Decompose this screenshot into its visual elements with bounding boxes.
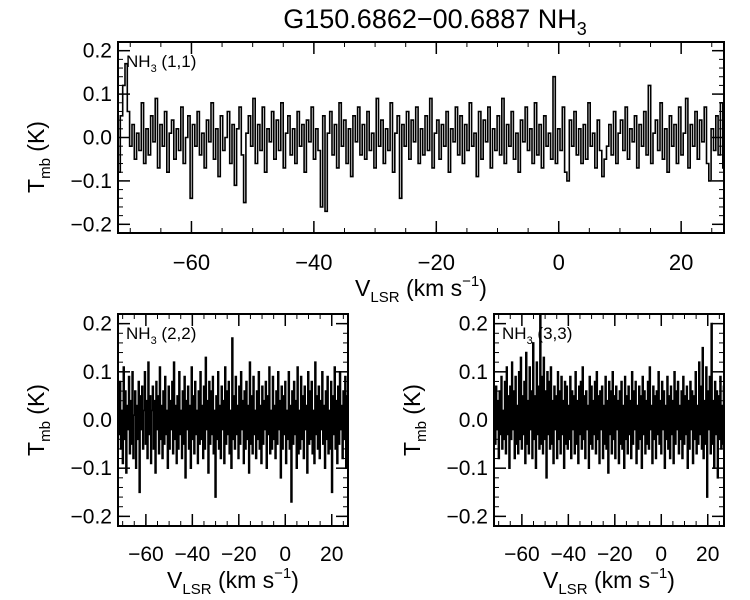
panel-nh3-1-1: −0.2 −0.1 0.0 0.1 0.2 −60 −40 −20 0 20 NH3 (1,1) VL… — [23, 40, 725, 306]
spectrum-line — [118, 337, 348, 503]
panel-nh3-2-2: −0.2 −0.1 0.0 0.1 0.2 −60 −40 −20 0 20 NH3 (2,2) VL… — [23, 313, 349, 598]
x-tick-label: −40 — [551, 543, 587, 566]
y-axis-label: Tmb (K) — [23, 384, 54, 456]
y-tick-label: 0.0 — [459, 409, 488, 432]
y-tick-label: 0.1 — [83, 361, 112, 384]
x-tick-label: 20 — [320, 543, 343, 566]
x-tick-label: 20 — [696, 543, 719, 566]
figure-title: G150.6862−00.6887 NH3 — [283, 4, 587, 39]
transition-label: NH3 (3,3) — [502, 324, 572, 347]
y-tick-label: −0.1 — [447, 457, 488, 480]
y-tick-label: 0.2 — [83, 313, 112, 336]
x-tick-label: 0 — [553, 250, 565, 275]
y-tick-label: 0.0 — [83, 409, 112, 432]
panel-nh3-3-3: −0.2 −0.1 0.0 0.1 0.2 −60 −40 −20 0 20 NH3 (3,3) VL… — [399, 313, 725, 598]
y-tick-label: −0.2 — [447, 505, 488, 528]
spectrum-line — [118, 62, 724, 213]
spectrum-line — [494, 314, 724, 498]
x-tick-label: −60 — [173, 250, 210, 275]
transition-label: NH3 (1,1) — [126, 52, 196, 75]
x-tick-label: −40 — [175, 543, 211, 566]
x-tick-label: −60 — [128, 543, 164, 566]
x-axis-label: VLSR (km s−1) — [543, 565, 675, 598]
x-tick-label: 0 — [279, 543, 291, 566]
y-tick-label: 0.1 — [459, 361, 488, 384]
y-tick-label: −0.1 — [71, 170, 112, 193]
y-axis-label: Tmb (K) — [23, 121, 54, 193]
y-tick-label: −0.1 — [71, 457, 112, 480]
x-tick-label: −40 — [295, 250, 332, 275]
y-tick-label: −0.2 — [71, 213, 112, 236]
y-tick-label: 0.1 — [83, 83, 112, 106]
x-tick-label: 0 — [655, 543, 667, 566]
y-tick-label: 0.0 — [83, 127, 112, 150]
y-axis-label: Tmb (K) — [399, 384, 430, 456]
x-tick-label: −60 — [504, 543, 540, 566]
x-tick-label: −20 — [221, 543, 257, 566]
y-tick-label: 0.2 — [83, 40, 112, 63]
transition-label: NH3 (2,2) — [126, 324, 196, 347]
y-tick-label: −0.2 — [71, 505, 112, 528]
y-tick-label: 0.2 — [459, 313, 488, 336]
x-tick-label: −20 — [597, 543, 633, 566]
x-axis-label: VLSR (km s−1) — [167, 565, 299, 598]
x-tick-label: −20 — [418, 250, 455, 275]
x-tick-label: 20 — [669, 250, 693, 275]
x-axis-label: VLSR (km s−1) — [355, 273, 487, 306]
